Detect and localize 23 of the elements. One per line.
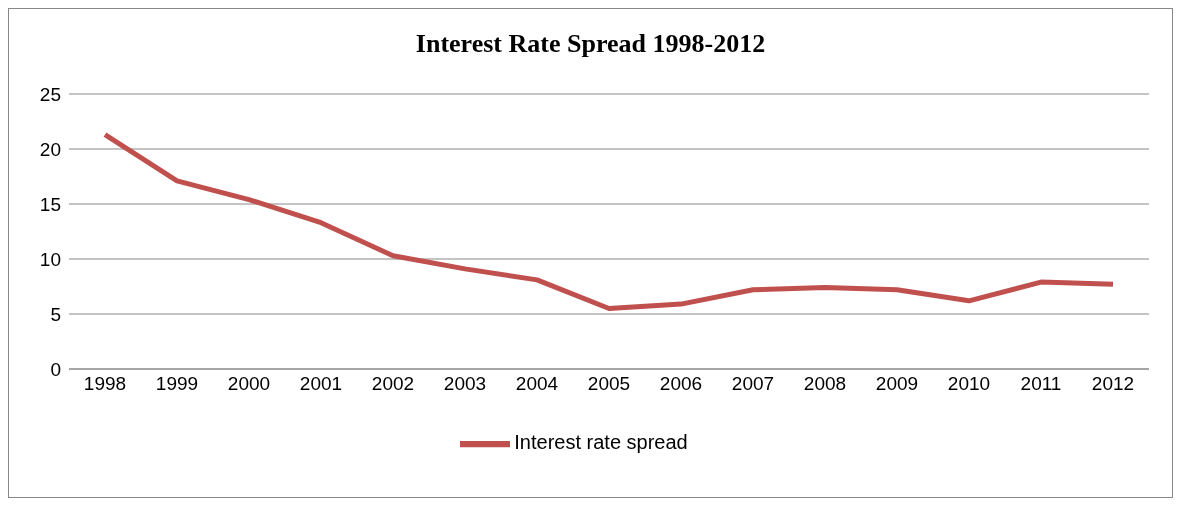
x-tick-label: 2000	[227, 373, 271, 395]
x-tick-label: 2005	[587, 373, 631, 395]
y-tick-label: 5	[50, 303, 61, 325]
x-tick-label: 2001	[299, 373, 343, 395]
legend-label: Interest rate spread	[514, 431, 688, 454]
x-tick-label: 2011	[1020, 373, 1062, 395]
x-tick-label: 2008	[803, 373, 847, 395]
y-tick-label: 20	[39, 138, 61, 160]
chart-title: Interest Rate Spread 1998-2012	[414, 29, 767, 59]
x-tick-label: 2006	[659, 373, 703, 395]
x-tick-label: 2012	[1091, 373, 1135, 395]
y-tick-label: 25	[39, 83, 61, 105]
x-tick-label: 2004	[515, 373, 559, 395]
x-tick-label: 1998	[83, 373, 127, 395]
y-tick-label: 10	[39, 248, 61, 270]
y-tick-label: 15	[39, 193, 61, 215]
x-tick-label: 2009	[875, 373, 919, 395]
x-tick-label: 2007	[731, 373, 775, 395]
x-tick-label: 2010	[947, 373, 991, 395]
x-tick-label: 1999	[155, 373, 199, 395]
x-tick-label: 2003	[443, 373, 487, 395]
y-tick-label: 0	[50, 358, 61, 380]
x-tick-label: 2002	[371, 373, 415, 395]
